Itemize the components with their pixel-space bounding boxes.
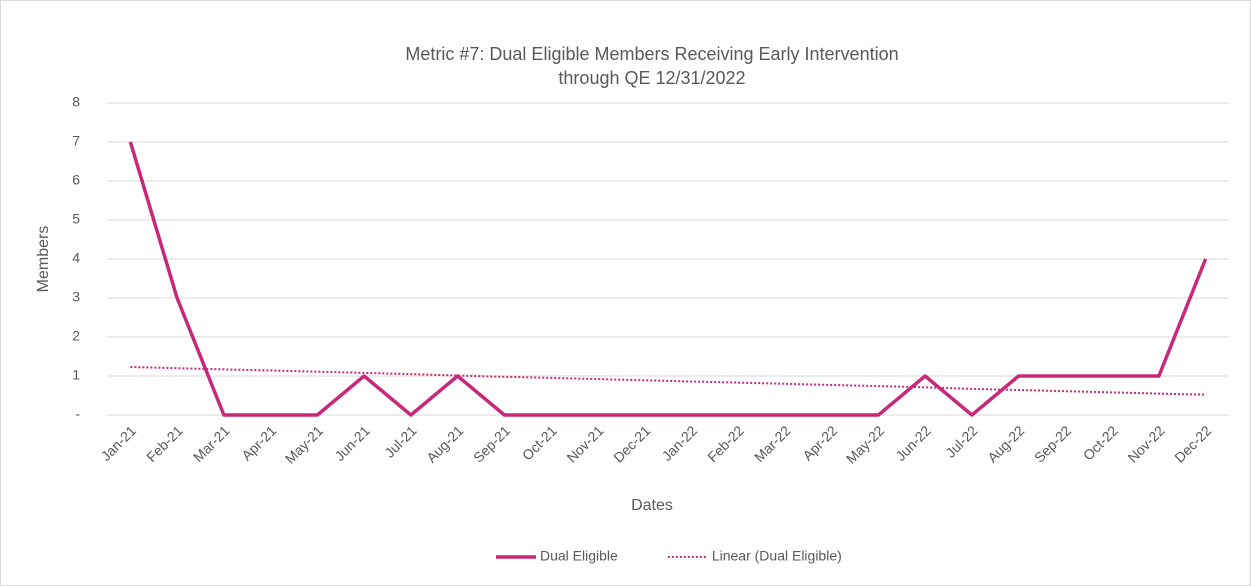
y-tick-label: 7 <box>72 133 80 149</box>
legend-label: Linear (Dual Eligible) <box>712 548 842 564</box>
trendline <box>130 366 1206 396</box>
y-tick-label: 6 <box>72 172 80 188</box>
y-axis-title: Members <box>35 226 52 293</box>
data-line <box>128 141 1208 417</box>
y-tick-label: 2 <box>72 328 80 344</box>
x-axis-title: Dates <box>631 497 673 514</box>
y-tick-label: 1 <box>72 367 80 383</box>
chart-title: Metric #7: Dual Eligible Members Receivi… <box>405 44 898 64</box>
y-tick-label: 4 <box>72 250 80 266</box>
legend-label: Dual Eligible <box>540 548 618 564</box>
y-tick-label: 8 <box>72 94 80 110</box>
y-tick-label: - <box>75 406 80 422</box>
chart-title: through QE 12/31/2022 <box>558 68 745 88</box>
y-tick-label: 3 <box>72 289 80 305</box>
y-tick-label: 5 <box>72 211 80 227</box>
